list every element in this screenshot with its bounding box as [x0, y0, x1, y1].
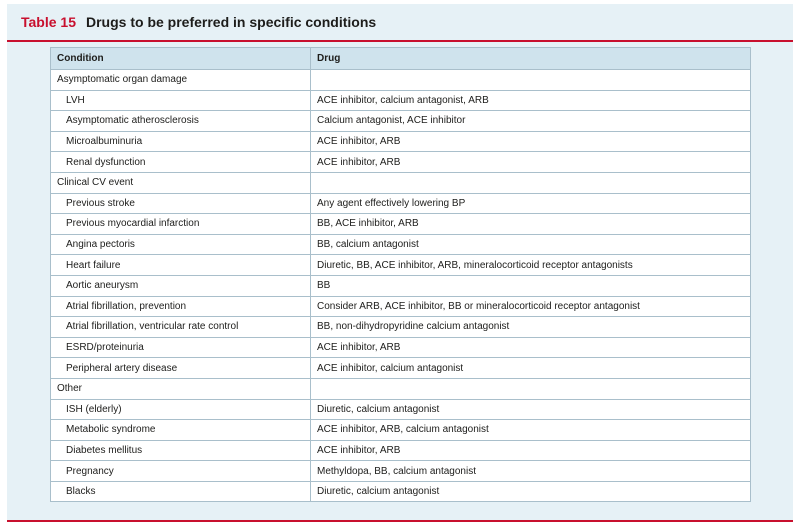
drug-cell: [310, 377, 751, 400]
condition-cell: Diabetes mellitus: [50, 439, 311, 462]
drug-cell: Diuretic, BB, ACE inhibitor, ARB, minera…: [310, 254, 751, 276]
table-row: Blacks Diuretic, calcium antagonist: [50, 480, 751, 503]
drug-cell: Calcium antagonist, ACE inhibitor: [310, 110, 751, 132]
table-panel: Condition Drug Asymptomatic organ damage…: [7, 42, 793, 520]
table-body: Asymptomatic organ damage LVH ACE inhibito…: [50, 69, 751, 503]
table-group-row: Clinical CV event: [50, 171, 751, 194]
condition-cell: Blacks: [50, 480, 311, 503]
drug-cell: [310, 69, 751, 91]
drug-cell: BB, non-dihydropyridine calcium antagoni…: [310, 316, 751, 338]
condition-cell: Renal dysfunction: [50, 151, 311, 173]
table-title-bar: Table 15 Drugs to be preferred in specifi…: [7, 4, 793, 40]
drug-cell: ACE inhibitor, ARB: [310, 439, 751, 462]
table-row: Diabetes mellitus ACE inhibitor, ARB: [50, 439, 751, 462]
drug-cell: Consider ARB, ACE inhibitor, BB or miner…: [310, 295, 751, 318]
table-row: Pregnancy Methyldopa, BB, calcium antagon…: [50, 460, 751, 482]
column-header-condition: Condition: [50, 47, 311, 70]
condition-cell: ISH (elderly): [50, 398, 311, 421]
condition-cell: LVH: [50, 89, 311, 112]
drug-cell: Any agent effectively lowering BP: [310, 192, 751, 215]
drug-cell: ACE inhibitor, calcium antagonist, ARB: [310, 89, 751, 112]
condition-cell: Peripheral artery disease: [50, 357, 311, 379]
drug-table: Condition Drug Asymptomatic organ damage…: [50, 47, 751, 503]
table-row: ISH (elderly) Diuretic, calcium antagonis…: [50, 398, 751, 421]
table-row: Heart failure Diuretic, BB, ACE inhibitor…: [50, 254, 751, 276]
condition-cell: Microalbuminuria: [50, 130, 311, 153]
condition-cell: Aortic aneurysm: [50, 274, 311, 297]
table-group-row: Asymptomatic organ damage: [50, 69, 751, 91]
condition-cell: Asymptomatic atherosclerosis: [50, 110, 311, 132]
column-header-drug: Drug: [310, 47, 751, 70]
table-row: Renal dysfunction ACE inhibitor, ARB: [50, 151, 751, 173]
drug-cell: BB, ACE inhibitor, ARB: [310, 213, 751, 235]
drug-cell: Diuretic, calcium antagonist: [310, 398, 751, 421]
drug-cell: BB, calcium antagonist: [310, 233, 751, 256]
drug-cell: Diuretic, calcium antagonist: [310, 480, 751, 503]
table-row: Metabolic syndrome ACE inhibitor, ARB, ca…: [50, 419, 751, 441]
table-row: Previous myocardial infarction BB, ACE in…: [50, 213, 751, 235]
drug-cell: Methyldopa, BB, calcium antagonist: [310, 460, 751, 482]
table-row: Asymptomatic atherosclerosis Calcium anta…: [50, 110, 751, 132]
drug-cell: ACE inhibitor, calcium antagonist: [310, 357, 751, 379]
table-row: LVH ACE inhibitor, calcium antagonist, AR…: [50, 89, 751, 112]
drug-cell: ACE inhibitor, ARB, calcium antagonist: [310, 419, 751, 441]
condition-cell: Angina pectoris: [50, 233, 311, 256]
table-row: Angina pectoris BB, calcium antagonist: [50, 233, 751, 256]
drug-cell: ACE inhibitor, ARB: [310, 130, 751, 153]
drug-cell: ACE inhibitor, ARB: [310, 336, 751, 359]
table-row: Peripheral artery disease ACE inhibitor, …: [50, 357, 751, 379]
condition-cell: Metabolic syndrome: [50, 419, 311, 441]
drug-cell: ACE inhibitor, ARB: [310, 151, 751, 173]
condition-cell: Pregnancy: [50, 460, 311, 482]
condition-cell: Asymptomatic organ damage: [50, 69, 311, 91]
table-row: Aortic aneurysm BB: [50, 274, 751, 297]
title-divider: [7, 40, 793, 42]
condition-cell: Other: [50, 377, 311, 400]
table-row: ESRD/proteinuria ACE inhibitor, ARB: [50, 336, 751, 359]
condition-cell: Atrial fibrillation, ventricular rate co…: [50, 316, 311, 338]
table-group-row: Other: [50, 377, 751, 400]
condition-cell: Previous myocardial infarction: [50, 213, 311, 235]
condition-cell: Previous stroke: [50, 192, 311, 215]
table-row: Atrial fibrillation, ventricular rate co…: [50, 316, 751, 338]
condition-cell: ESRD/proteinuria: [50, 336, 311, 359]
table-title: Table 15 Drugs to be preferred in specifi…: [21, 14, 376, 30]
drug-cell: [310, 171, 751, 194]
condition-cell: Heart failure: [50, 254, 311, 276]
drug-cell: BB: [310, 274, 751, 297]
bottom-divider: [7, 520, 793, 522]
table-row: Previous stroke Any agent effectively low…: [50, 192, 751, 215]
table-row: Atrial fibrillation, prevention Consider …: [50, 295, 751, 318]
condition-cell: Clinical CV event: [50, 171, 311, 194]
table-header-row: Condition Drug: [50, 47, 751, 70]
table-caption: Drugs to be preferred in specific condit…: [86, 14, 377, 30]
table-number: Table 15: [21, 14, 76, 30]
table-row: Microalbuminuria ACE inhibitor, ARB: [50, 130, 751, 153]
condition-cell: Atrial fibrillation, prevention: [50, 295, 311, 318]
